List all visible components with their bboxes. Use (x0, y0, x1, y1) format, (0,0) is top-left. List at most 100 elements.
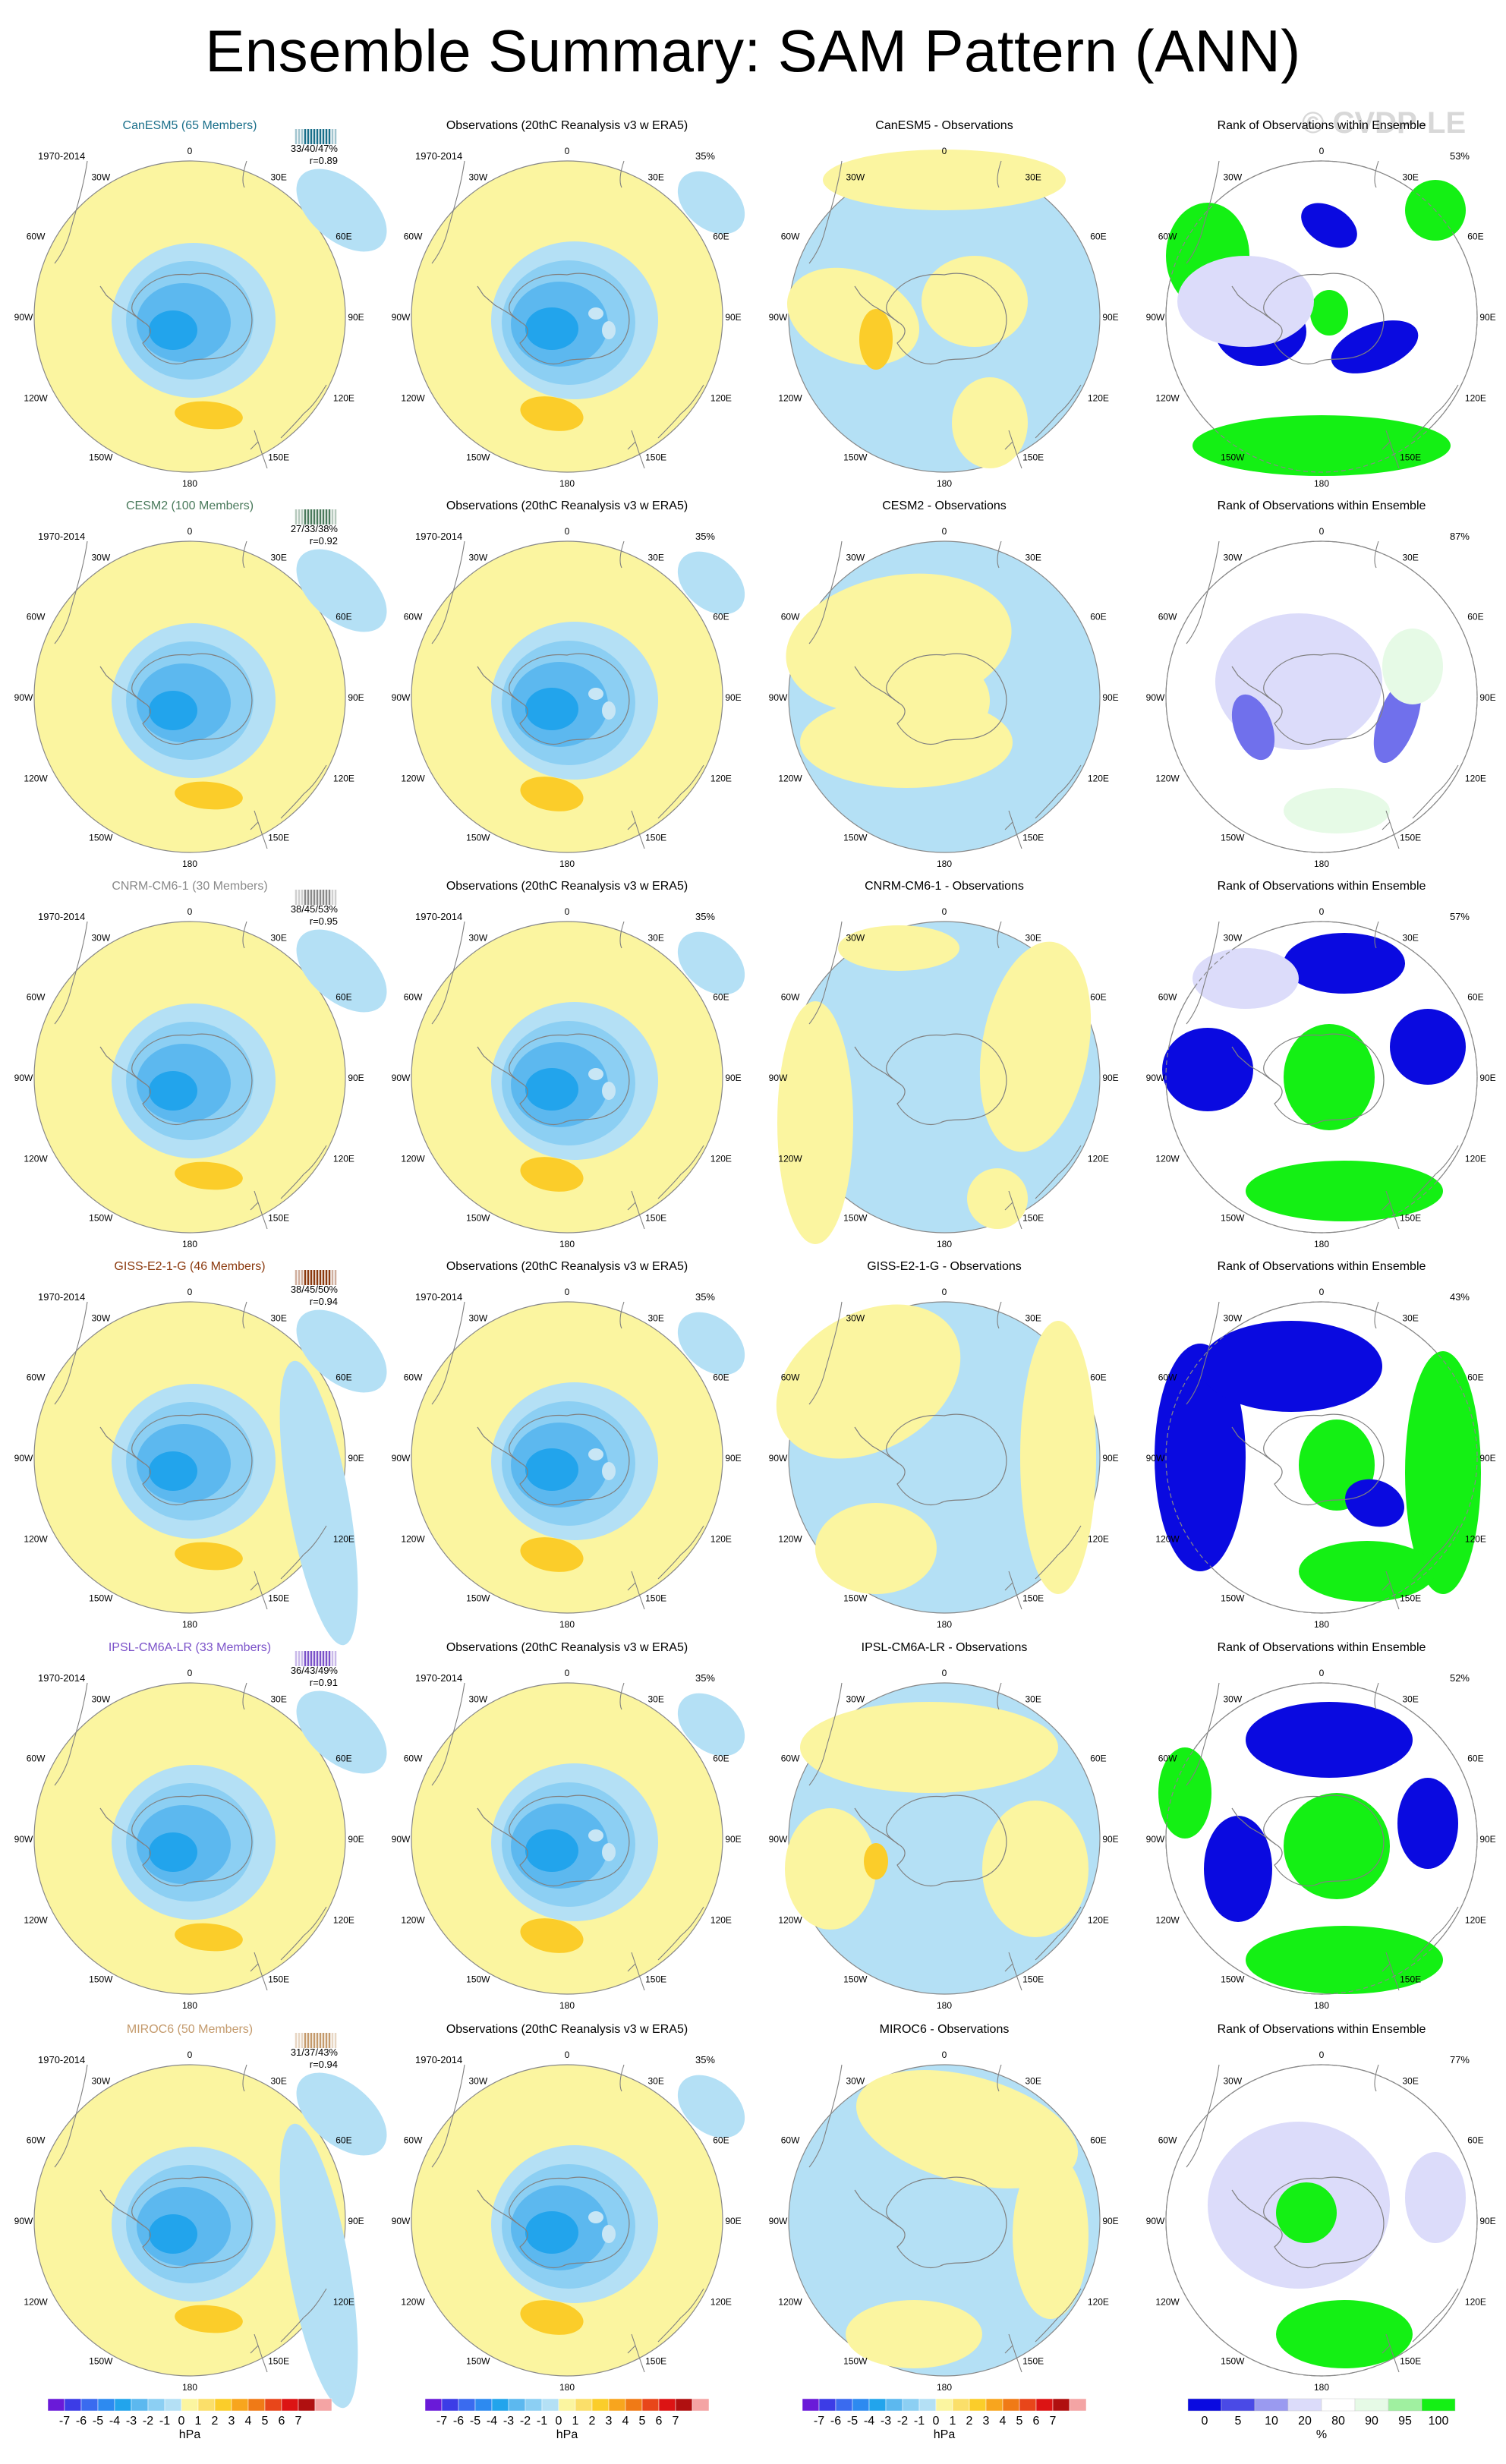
new-zealand-coastline (627, 430, 645, 469)
longitude-label: 150E (1022, 1212, 1044, 1223)
australia-coastline (1035, 384, 1082, 439)
africa-coastline (1374, 2064, 1379, 2092)
obs-title: Observations (20thC Reanalysis v3 w ERA5… (446, 119, 688, 132)
longitude-label: 120E (710, 393, 732, 404)
longitude-label: 90E (1479, 312, 1495, 323)
colorbar-swatch (1321, 2398, 1356, 2412)
colorbar-unit: hPa (556, 2428, 578, 2441)
peninsula-coastline (1231, 285, 1277, 323)
south-america-coastline (54, 921, 88, 1025)
australia-coastline (280, 1145, 327, 1199)
longitude-label: 60E (1090, 2135, 1106, 2146)
longitude-label: 30E (1402, 172, 1418, 183)
longitude-label: 150W (843, 1593, 868, 1603)
longitude-label: 90W (14, 692, 33, 703)
peninsula-coastline (477, 1046, 522, 1084)
rank-region (1246, 1161, 1443, 1221)
colorbar-swatch (835, 2398, 853, 2412)
africa-coastline (619, 160, 625, 188)
antarctica-coastline (131, 1413, 253, 1505)
peninsula-coastline (477, 285, 522, 323)
longitude-label: 120E (1465, 1534, 1486, 1545)
colorbar-swatch (1035, 2398, 1054, 2412)
longitude-label: 0 (565, 1287, 570, 1297)
longitude-label: 120W (778, 2297, 802, 2308)
longitude-label: 120E (1465, 1915, 1486, 1926)
colorbar-swatch (264, 2398, 282, 2412)
longitude-label: 120W (401, 1915, 425, 1926)
longitude-label: 60E (1467, 992, 1483, 1003)
antarctica-coastline (131, 1033, 253, 1125)
row-header: CNRM-CM6-1 (30 Members) 1970-2014 38/45/53… (38, 880, 1470, 927)
ensemble-stats: 27/33/38% (291, 523, 339, 534)
contour-region (296, 549, 387, 632)
peninsula-coastline (477, 2189, 522, 2227)
rank-map: 0 30E 60E 90E 120E 150E 180 150W 120W 90W 60W 30W (1146, 526, 1496, 869)
australia-coastline (280, 764, 327, 819)
longitude-label: 30W (92, 553, 111, 563)
peninsula-coastline (854, 666, 900, 704)
colorbar-swatch (658, 2398, 676, 2412)
colorbar-swatch (1354, 2398, 1389, 2412)
difference-map: 0 30E 60E 90E 120E 150E 180 150W 120W 90W 60W 30W (769, 906, 1119, 1249)
longitude-label: 90W (14, 1834, 33, 1845)
contour-region (967, 1168, 1028, 1229)
longitude-label: 90W (14, 312, 33, 323)
rank-region (1276, 2182, 1337, 2243)
hpa-colorbar: -7 -6 -5 -4 -3 -2 -1 0 1 2 3 4 5 6 7 hPa (424, 2398, 710, 2441)
longitude-label: 60E (1467, 1753, 1483, 1764)
longitude-label: 120E (1088, 2297, 1109, 2308)
south-america-coastline (1186, 2064, 1220, 2168)
contour-region (677, 931, 745, 995)
contour-region (982, 1801, 1089, 1937)
antarctica-coastline (1263, 653, 1385, 745)
longitude-label: 180 (1314, 1239, 1329, 1249)
longitude-label: 60E (713, 1372, 729, 1383)
colorbar-tick-label: -1 (159, 2415, 170, 2428)
longitude-label: 90E (348, 692, 364, 703)
longitude-label: 120W (401, 1154, 425, 1164)
longitude-label: 60E (713, 612, 729, 622)
colorbar-tick-label: 5 (1235, 2415, 1242, 2428)
longitude-label: 150W (466, 1212, 490, 1223)
colorbar-swatch (1019, 2398, 1037, 2412)
colorbar-tick-label: 7 (295, 2415, 302, 2428)
colorbar-swatch (164, 2398, 182, 2412)
longitude-label: 0 (942, 1668, 947, 1678)
difference-title: CNRM-CM6-1 - Observations (865, 880, 1024, 893)
longitude-label: 30E (270, 933, 286, 944)
longitude-label: 150W (89, 2355, 113, 2366)
longitude-label: 180 (559, 2000, 575, 2011)
longitude-label: 180 (182, 478, 197, 489)
longitude-label: 90W (1146, 2216, 1165, 2226)
new-zealand-coastline (1004, 2333, 1022, 2373)
longitude-label: 150W (1221, 2355, 1245, 2366)
contour-region (800, 1702, 1058, 1793)
longitude-label: 90E (725, 1453, 741, 1464)
period-label: 1970-2014 (415, 911, 462, 922)
africa-coastline (619, 1682, 625, 1710)
longitude-label: 60W (27, 232, 46, 242)
longitude-label: 60E (713, 992, 729, 1003)
rank-percent: 57% (1450, 911, 1470, 922)
colorbar-swatch (608, 2398, 626, 2412)
contour-region (175, 2305, 243, 2333)
new-zealand-coastline (1382, 430, 1400, 469)
longitude-label: 120E (710, 774, 732, 784)
colorbar-swatch (114, 2398, 132, 2412)
longitude-label: 90W (1146, 692, 1165, 703)
longitude-label: 120W (778, 774, 802, 784)
longitude-label: 90W (1146, 1073, 1165, 1083)
colorbar-tick-label: 4 (245, 2415, 252, 2428)
peninsula-coastline (854, 285, 900, 323)
colorbar-swatch (181, 2398, 199, 2412)
south-america-coastline (54, 1682, 88, 1786)
south-america-coastline (54, 540, 88, 644)
colorbar-tick-label: -7 (436, 2415, 447, 2428)
south-america-coastline (808, 2064, 843, 2168)
antarctica-coastline (886, 1033, 1007, 1125)
longitude-label: 60E (1467, 1372, 1483, 1383)
colorbar-tick-label: -2 (897, 2415, 908, 2428)
longitude-label: 90E (1102, 692, 1118, 703)
contour-region (588, 1068, 603, 1080)
